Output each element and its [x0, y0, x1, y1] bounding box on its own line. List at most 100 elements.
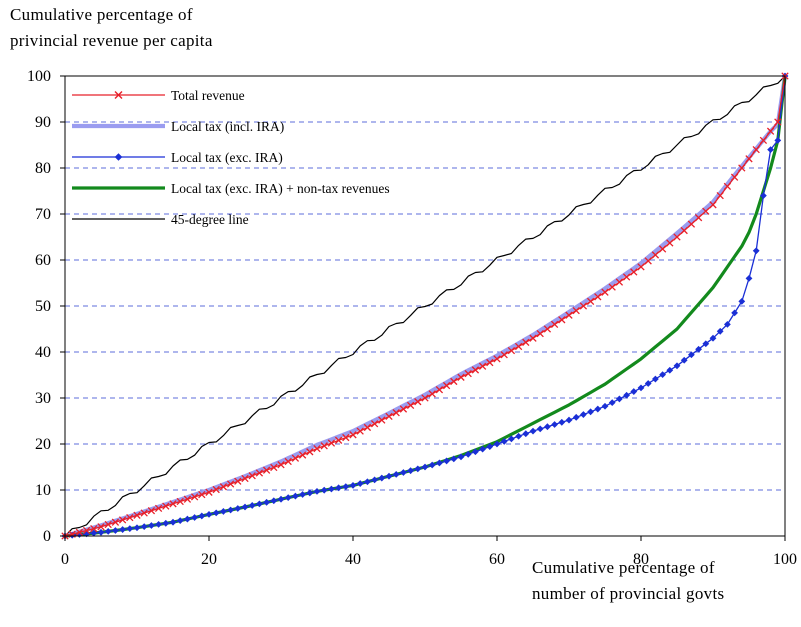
point-total-revenue-62 [507, 346, 516, 355]
point-total-revenue-36 [320, 442, 328, 450]
y-tick-label-50: 50 [35, 298, 51, 315]
point-local-tax-exc-ira-49 [414, 465, 422, 473]
point-total-revenue-99 [774, 118, 782, 126]
point-total-revenue-11 [140, 509, 148, 517]
x-tick-label-0: 0 [61, 551, 69, 568]
point-local-tax-exc-ira-72 [580, 411, 587, 418]
y-tick-label-60: 60 [35, 252, 51, 269]
point-local-tax-exc-ira-11 [140, 523, 148, 531]
point-total-revenue-89 [702, 207, 710, 215]
point-local-tax-exc-ira-23 [227, 506, 234, 514]
point-total-revenue-77 [615, 278, 624, 286]
point-total-revenue-80 [637, 263, 645, 271]
y-tick-label-80: 80 [35, 160, 51, 177]
point-local-tax-exc-ira-87 [688, 351, 695, 359]
point-local-tax-exc-ira-59 [486, 443, 494, 450]
point-total-revenue-3 [82, 526, 91, 535]
point-total-revenue-46 [392, 409, 400, 417]
point-total-revenue-84 [666, 239, 674, 247]
point-total-revenue-35 [313, 444, 321, 453]
point-total-revenue-70 [565, 311, 573, 319]
point-total-revenue-51 [428, 390, 436, 398]
point-total-revenue-38 [334, 436, 343, 444]
point-local-tax-exc-ira-93 [731, 309, 738, 317]
point-total-revenue-53 [442, 381, 451, 390]
point-total-revenue-71 [572, 306, 580, 315]
legend-label-total-revenue: Total revenue [171, 88, 245, 103]
point-local-tax-exc-ira-31 [284, 494, 292, 502]
point-local-tax-exc-ira-96 [752, 247, 760, 255]
point-local-tax-exc-ira-22 [220, 508, 227, 515]
legend-item-local-tax-incl-ira: Local tax (incl. IRA) [72, 119, 284, 134]
point-total-revenue-69 [558, 316, 566, 324]
point-local-tax-exc-ira-61 [500, 438, 508, 445]
point-local-tax-exc-ira-97 [760, 192, 767, 199]
y-tick-label-70: 70 [35, 206, 51, 223]
point-total-revenue-24 [234, 477, 242, 485]
point-local-tax-exc-ira-74 [594, 405, 602, 413]
line-local-tax-incl-ira [64, 75, 788, 539]
legend-item-local-tax-exc-ira: Local tax (exc. IRA) [72, 150, 283, 165]
series-local-tax-exc-ira [61, 72, 789, 540]
point-total-revenue-32 [291, 454, 300, 462]
point-local-tax-exc-ira-45 [385, 472, 393, 480]
point-total-revenue-16 [176, 497, 184, 506]
point-total-revenue-58 [478, 362, 487, 370]
point-local-tax-exc-ira-15 [169, 518, 177, 526]
point-total-revenue-54 [450, 377, 458, 386]
point-total-revenue-26 [248, 472, 256, 480]
y-tick-label-100: 100 [27, 68, 51, 85]
point-local-tax-exc-ira-85 [673, 362, 681, 370]
point-total-revenue-22 [219, 483, 228, 491]
point-total-revenue-47 [399, 405, 408, 413]
point-local-tax-exc-ira-20 [205, 510, 213, 518]
point-total-revenue-64 [522, 338, 530, 346]
point-local-tax-exc-ira-42 [364, 478, 371, 486]
point-local-tax-exc-ira-98 [767, 146, 774, 153]
point-total-revenue-56 [464, 369, 472, 378]
point-total-revenue-19 [198, 490, 206, 499]
y-axis-title-line-2: privincial revenue per capita [10, 31, 213, 50]
point-local-tax-exc-ira-6 [104, 528, 112, 535]
series-local-tax-incl-ira [64, 75, 788, 539]
legend-label-local-tax-exc-ira: Local tax (exc. IRA) [171, 150, 283, 165]
x-tick-label-60: 60 [489, 551, 505, 568]
point-local-tax-exc-ira-29 [270, 497, 278, 505]
point-total-revenue-73 [586, 297, 595, 306]
x-axis-title-line-1: Cumulative percentage of [532, 558, 715, 577]
point-total-revenue-95 [745, 155, 753, 163]
point-local-tax-exc-ira-48 [407, 467, 414, 475]
point-local-tax-exc-ira-10 [133, 524, 141, 532]
point-local-tax-exc-ira-33 [299, 491, 306, 498]
point-total-revenue-50 [421, 394, 429, 402]
point-total-revenue-6 [104, 520, 112, 529]
point-local-tax-exc-ira-16 [176, 517, 184, 525]
point-total-revenue-31 [284, 457, 292, 466]
point-local-tax-exc-ira-38 [335, 484, 342, 492]
point-local-tax-exc-ira-26 [248, 502, 256, 509]
point-total-revenue-98 [766, 127, 775, 135]
point-local-tax-exc-ira-18 [191, 514, 198, 521]
point-local-tax-exc-ira-57 [472, 448, 479, 456]
point-total-revenue-74 [594, 293, 602, 301]
point-local-tax-exc-ira-47 [400, 469, 407, 476]
point-local-tax-exc-ira-99 [774, 137, 782, 144]
point-total-revenue-61 [500, 351, 508, 359]
point-local-tax-exc-ira-80 [637, 384, 645, 392]
y-tick-label-30: 30 [35, 390, 51, 407]
point-total-revenue-27 [255, 469, 264, 477]
point-total-revenue-79 [630, 268, 638, 276]
point-total-revenue-13 [154, 504, 163, 513]
point-local-tax-exc-ira-60 [493, 440, 501, 448]
point-local-tax-exc-ira-14 [162, 519, 170, 527]
point-local-tax-exc-ira-53 [443, 457, 450, 465]
legend-label-local-tax-exc-ira-non-tax-revenues: Local tax (exc. IRA) + non-tax revenues [171, 181, 390, 196]
point-local-tax-exc-ira-19 [198, 512, 206, 520]
point-total-revenue-93 [730, 173, 739, 181]
point-total-revenue-23 [226, 480, 235, 488]
point-total-revenue-87 [687, 220, 696, 228]
legend-item-local-tax-exc-ira-non-tax-revenues: Local tax (exc. IRA) + non-tax revenues [72, 181, 390, 196]
point-total-revenue-21 [212, 485, 220, 494]
point-total-revenue-82 [651, 251, 660, 259]
point-total-revenue-90 [709, 201, 717, 209]
